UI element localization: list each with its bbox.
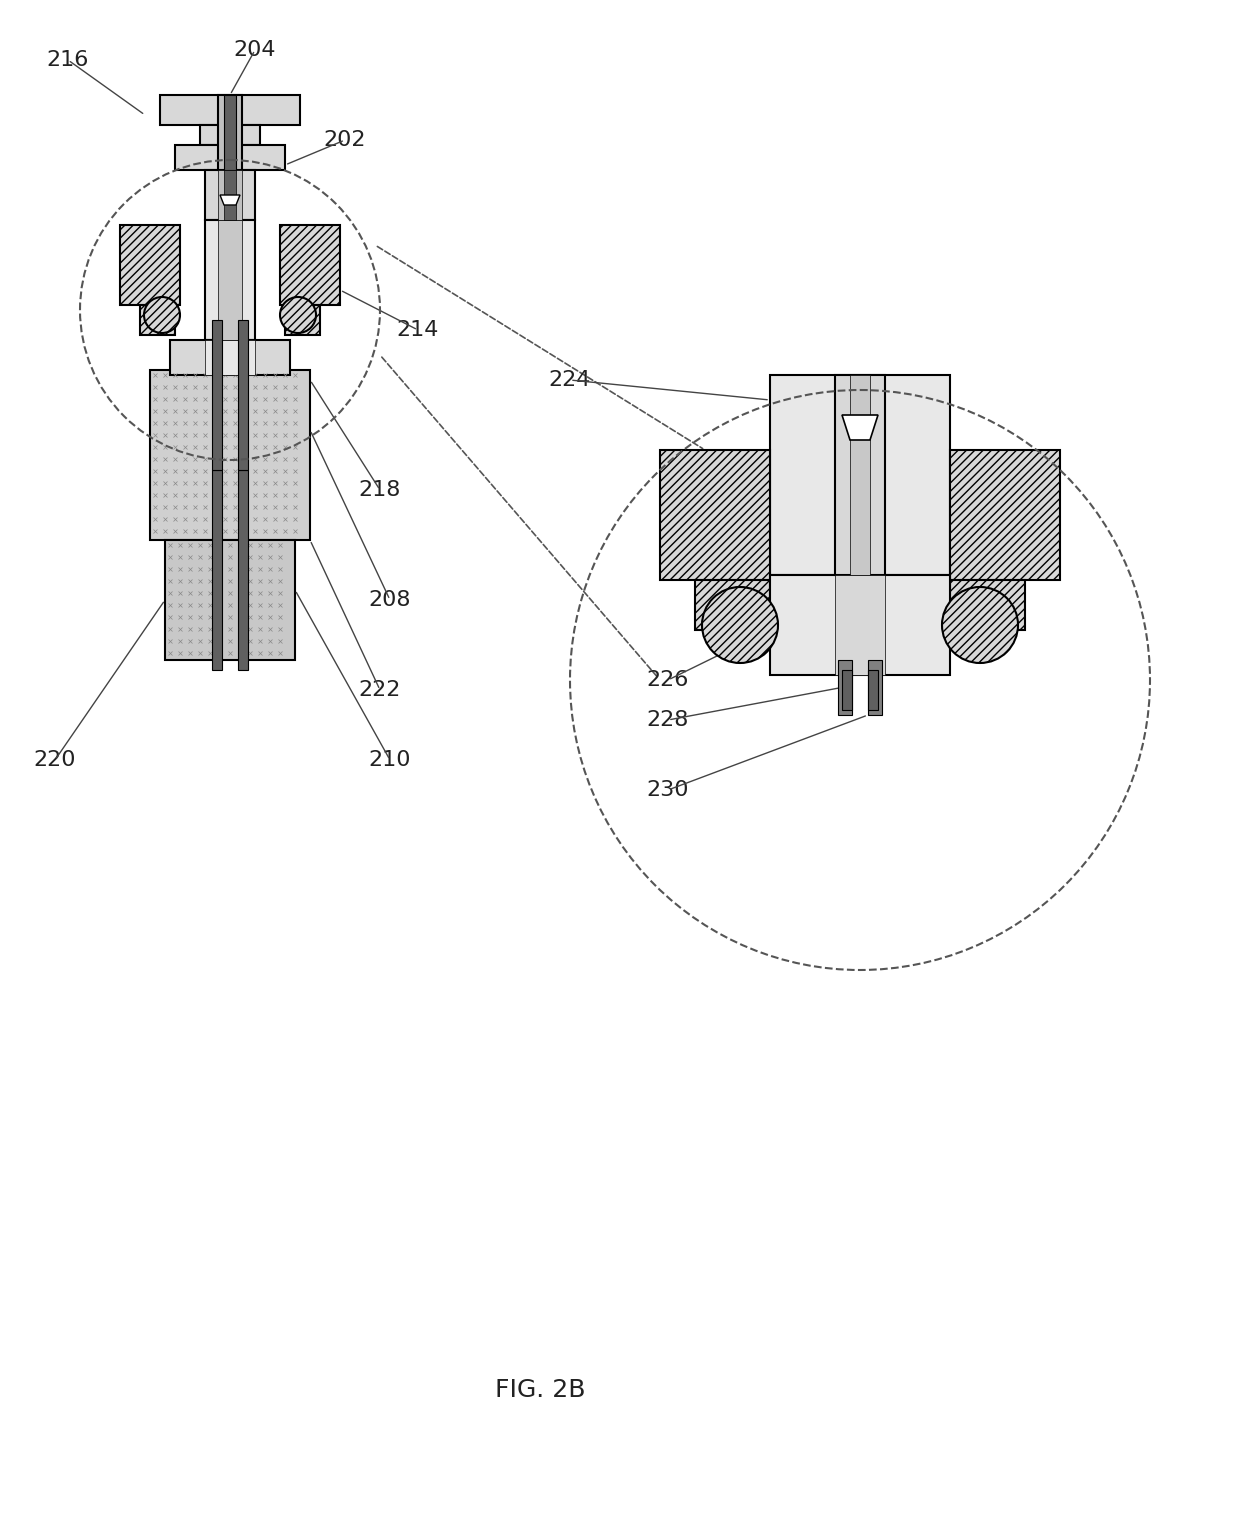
Bar [238, 320, 248, 470]
Bar [170, 339, 290, 374]
Bar [238, 470, 248, 670]
Bar [950, 451, 1060, 580]
Text: 228: 228 [647, 709, 689, 731]
Text: 214: 214 [397, 320, 439, 339]
Bar [660, 451, 770, 580]
Bar [950, 580, 1025, 630]
Circle shape [702, 587, 777, 664]
Text: 218: 218 [358, 479, 402, 501]
Bar [212, 470, 222, 670]
Bar [224, 94, 236, 170]
Text: 220: 220 [33, 750, 76, 770]
Bar [280, 225, 340, 304]
Text: 224: 224 [549, 370, 591, 390]
Bar [218, 221, 242, 339]
Bar [849, 374, 870, 575]
Text: 226: 226 [647, 670, 689, 689]
Bar [218, 170, 242, 221]
Text: 204: 204 [234, 40, 277, 59]
Bar [205, 170, 255, 221]
Bar [140, 304, 175, 335]
Bar [175, 145, 285, 170]
Bar [868, 670, 878, 709]
Polygon shape [842, 416, 878, 440]
Circle shape [280, 297, 316, 333]
Text: 230: 230 [647, 779, 689, 801]
Text: 210: 210 [368, 750, 412, 770]
Polygon shape [219, 195, 241, 205]
Bar [200, 125, 260, 145]
Bar [212, 320, 222, 470]
Bar [842, 670, 852, 709]
Bar [160, 94, 300, 125]
Bar [285, 304, 320, 335]
Bar [165, 540, 295, 661]
Bar [218, 94, 242, 170]
Text: 222: 222 [358, 680, 402, 700]
Bar [835, 575, 885, 674]
Bar [868, 661, 882, 715]
Bar [224, 170, 236, 221]
Bar [770, 374, 950, 575]
Text: FIG. 2B: FIG. 2B [495, 1377, 585, 1402]
Bar [120, 225, 180, 304]
Bar [838, 661, 852, 715]
Bar [205, 339, 255, 374]
Bar [694, 580, 770, 630]
Text: 202: 202 [324, 129, 366, 151]
Bar [835, 374, 885, 575]
Text: 208: 208 [368, 591, 412, 610]
Bar [770, 575, 950, 674]
Circle shape [942, 587, 1018, 664]
Circle shape [144, 297, 180, 333]
Bar [205, 221, 255, 339]
Text: 216: 216 [47, 50, 89, 70]
Bar [150, 370, 310, 540]
